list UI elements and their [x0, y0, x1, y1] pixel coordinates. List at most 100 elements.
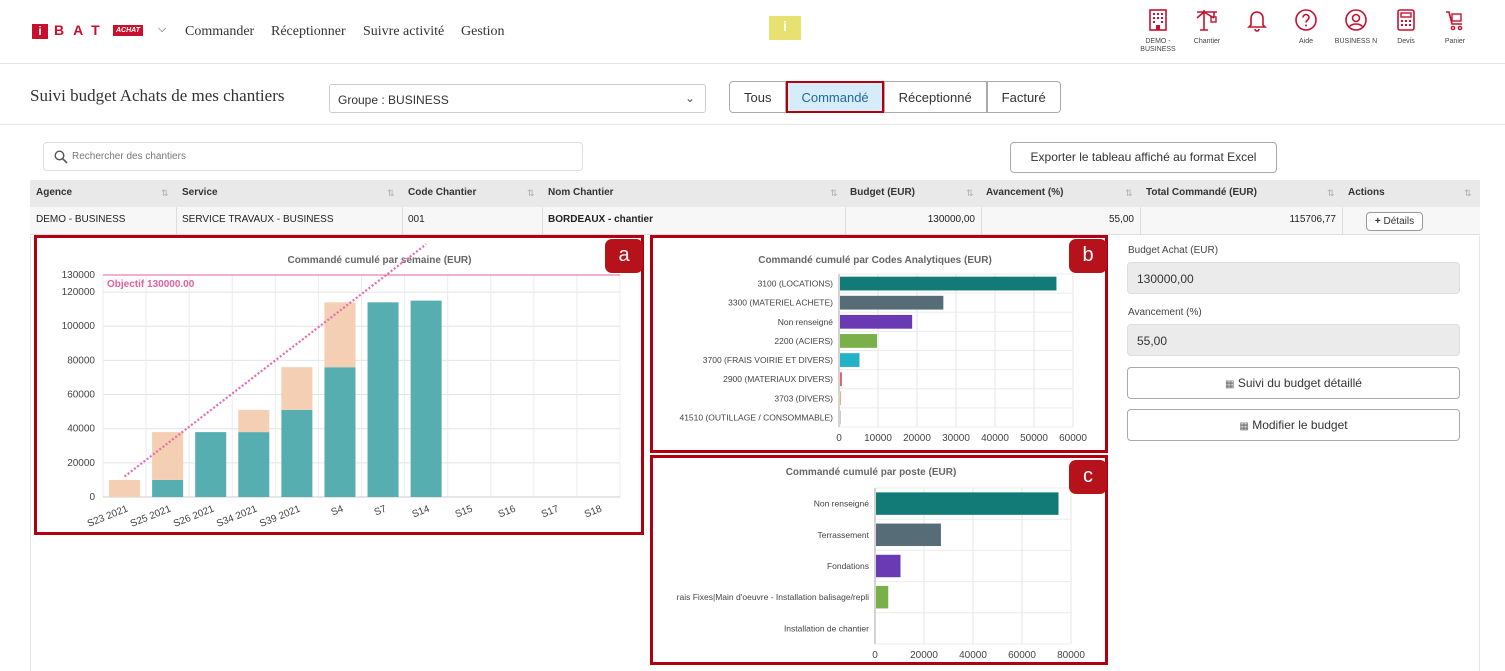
sort-icon[interactable]: ⇅ [1327, 188, 1335, 198]
nav-commander[interactable]: Commander [185, 24, 255, 39]
bar [367, 302, 399, 497]
user-icon[interactable]: BUSINESS N [1326, 8, 1386, 46]
column-divider [542, 207, 543, 235]
chart-panel-weekly: Commandé cumulé par semaine (EUR) 0 20000 4… [34, 235, 644, 535]
x-tick-label: S16 [497, 503, 518, 520]
nav-suivre-activite[interactable]: Suivre activité [363, 24, 445, 39]
sort-icon[interactable]: ⇅ [830, 188, 838, 198]
x-tick-label: S17 [540, 503, 561, 520]
x-tick-label: S34 2021 [215, 503, 259, 529]
x-tick-label: S23 2021 [86, 503, 130, 529]
objective-label: Objectif 130000.00 [107, 279, 195, 290]
y-tick-label: Non renseigné [778, 317, 834, 327]
x-tick-label: S7 [373, 503, 389, 518]
sort-icon[interactable]: ⇅ [387, 188, 395, 198]
x-tick-label: S39 2021 [258, 503, 302, 529]
y-tick-label: 3703 (DIVERS) [774, 393, 833, 403]
logo-text[interactable]: BAT [54, 22, 109, 38]
badge-a: a [605, 239, 643, 273]
x-tick-label: 10000 [864, 433, 892, 444]
modifier-budget-button[interactable]: ▦ Modifier le budget [1127, 409, 1460, 441]
help-icon[interactable]: Aide [1276, 8, 1336, 46]
tab-receptionne[interactable]: Réceptionné [883, 81, 987, 113]
y-tick-label: 40000 [67, 424, 95, 435]
plus-icon: + [1374, 216, 1381, 227]
y-tick-label: 120000 [62, 287, 96, 298]
sort-icon[interactable]: ⇅ [161, 188, 169, 198]
nav-gestion[interactable]: Gestion [461, 24, 505, 39]
col-service[interactable]: Service [182, 187, 218, 198]
cart-icon[interactable]: Panier [1425, 8, 1485, 46]
logo-mark[interactable]: i [32, 24, 48, 39]
help-label: Aide [1298, 38, 1313, 45]
col-agence[interactable]: Agence [36, 187, 73, 198]
bar [840, 314, 913, 329]
calculator-icon[interactable]: Devis [1376, 8, 1436, 46]
col-code-chantier[interactable]: Code Chantier [408, 187, 477, 198]
search-icon [54, 150, 68, 164]
badge-b: b [1069, 239, 1107, 273]
bar [840, 276, 1057, 291]
avancement-field: 55,00 [1127, 324, 1460, 356]
col-total-commande[interactable]: Total Commandé (EUR) [1146, 187, 1257, 198]
y-tick-label: rais Fixes|Main d'oeuvre - Installation … [677, 592, 869, 602]
x-tick-label: S15 [454, 503, 475, 520]
table-row[interactable]: DEMO - BUSINESS SERVICE TRAVAUX - BUSINE… [30, 207, 1480, 235]
detail-border-right [1479, 236, 1480, 671]
sort-icon[interactable]: ⇅ [1464, 188, 1472, 198]
avancement-label: Avancement (%) [1128, 307, 1202, 318]
group-select[interactable]: Groupe : BUSINESS ⌄ [329, 84, 706, 113]
column-divider [402, 207, 403, 235]
y-tick-label: 2200 (ACIERS) [774, 336, 833, 346]
sort-icon[interactable]: ⇅ [527, 188, 535, 198]
bar [410, 300, 442, 497]
y-tick-label: 60000 [67, 390, 95, 401]
crane-icon[interactable]: Chantier [1177, 8, 1237, 46]
x-tick-label: S18 [583, 503, 604, 520]
x-tick-label: S14 [411, 503, 432, 520]
tab-commande[interactable]: Commandé [786, 81, 884, 113]
column-divider [1140, 207, 1141, 235]
search-input[interactable]: Rechercher des chantiers [43, 142, 583, 171]
y-tick-label: Fondations [827, 561, 869, 571]
col-nom-chantier[interactable]: Nom Chantier [548, 187, 614, 198]
col-actions[interactable]: Actions [1348, 187, 1385, 198]
building-icon[interactable]: DEMO - BUSINESS [1128, 8, 1188, 54]
chevron-down-icon: ⌄ [684, 91, 695, 105]
bar [876, 585, 889, 609]
col-budget[interactable]: Budget (EUR) [850, 187, 915, 198]
y-tick-label: Non renseigné [814, 499, 870, 509]
bar [840, 334, 878, 348]
x-tick-label: 20000 [910, 650, 938, 661]
details-button[interactable]: + Détails [1366, 212, 1423, 231]
cell-code: 001 [408, 214, 425, 225]
sort-icon[interactable]: ⇅ [966, 188, 974, 198]
chart-title: Commandé cumulé par semaine (EUR) [288, 255, 472, 266]
y-tick-label: 3300 (MATERIEL ACHETE) [728, 298, 833, 308]
bar [238, 409, 270, 433]
details-label: Détails [1383, 216, 1415, 227]
bar [152, 432, 184, 480]
bar [281, 409, 313, 497]
sort-icon[interactable]: ⇅ [1125, 188, 1133, 198]
column-divider [1342, 207, 1343, 235]
tab-facture[interactable]: Facturé [986, 81, 1061, 113]
chart-title: Commandé cumulé par poste (EUR) [786, 467, 957, 478]
top-bar: i BAT ACHAT ⌵ Commander Réceptionner Sui… [0, 0, 1505, 64]
weekly-chart: Commandé cumulé par semaine (EUR) 0 20000 4… [62, 243, 621, 530]
nav-receptionner[interactable]: Réceptionner [271, 24, 346, 39]
logo-badge[interactable]: ACHAT [113, 25, 143, 36]
y-tick-label: Installation de chantier [784, 623, 869, 633]
x-tick-label: S26 2021 [172, 503, 216, 529]
poste-chart: Commandé cumulé par poste (EUR) 0 20000 400… [677, 467, 1086, 661]
sub-header [0, 65, 1505, 125]
bell-icon[interactable] [1227, 8, 1287, 32]
chevron-down-icon[interactable]: ⌵ [158, 23, 167, 35]
x-tick-label: 80000 [1057, 650, 1085, 661]
suivi-budget-button[interactable]: ▦ Suivi du budget détaillé [1127, 367, 1460, 399]
tab-tous[interactable]: Tous [729, 81, 787, 113]
col-avancement[interactable]: Avancement (%) [986, 187, 1064, 198]
x-tick-label: 0 [872, 650, 878, 661]
export-excel-button[interactable]: Exporter le tableau affiché au format Ex… [1010, 142, 1277, 173]
bar [876, 492, 1059, 515]
